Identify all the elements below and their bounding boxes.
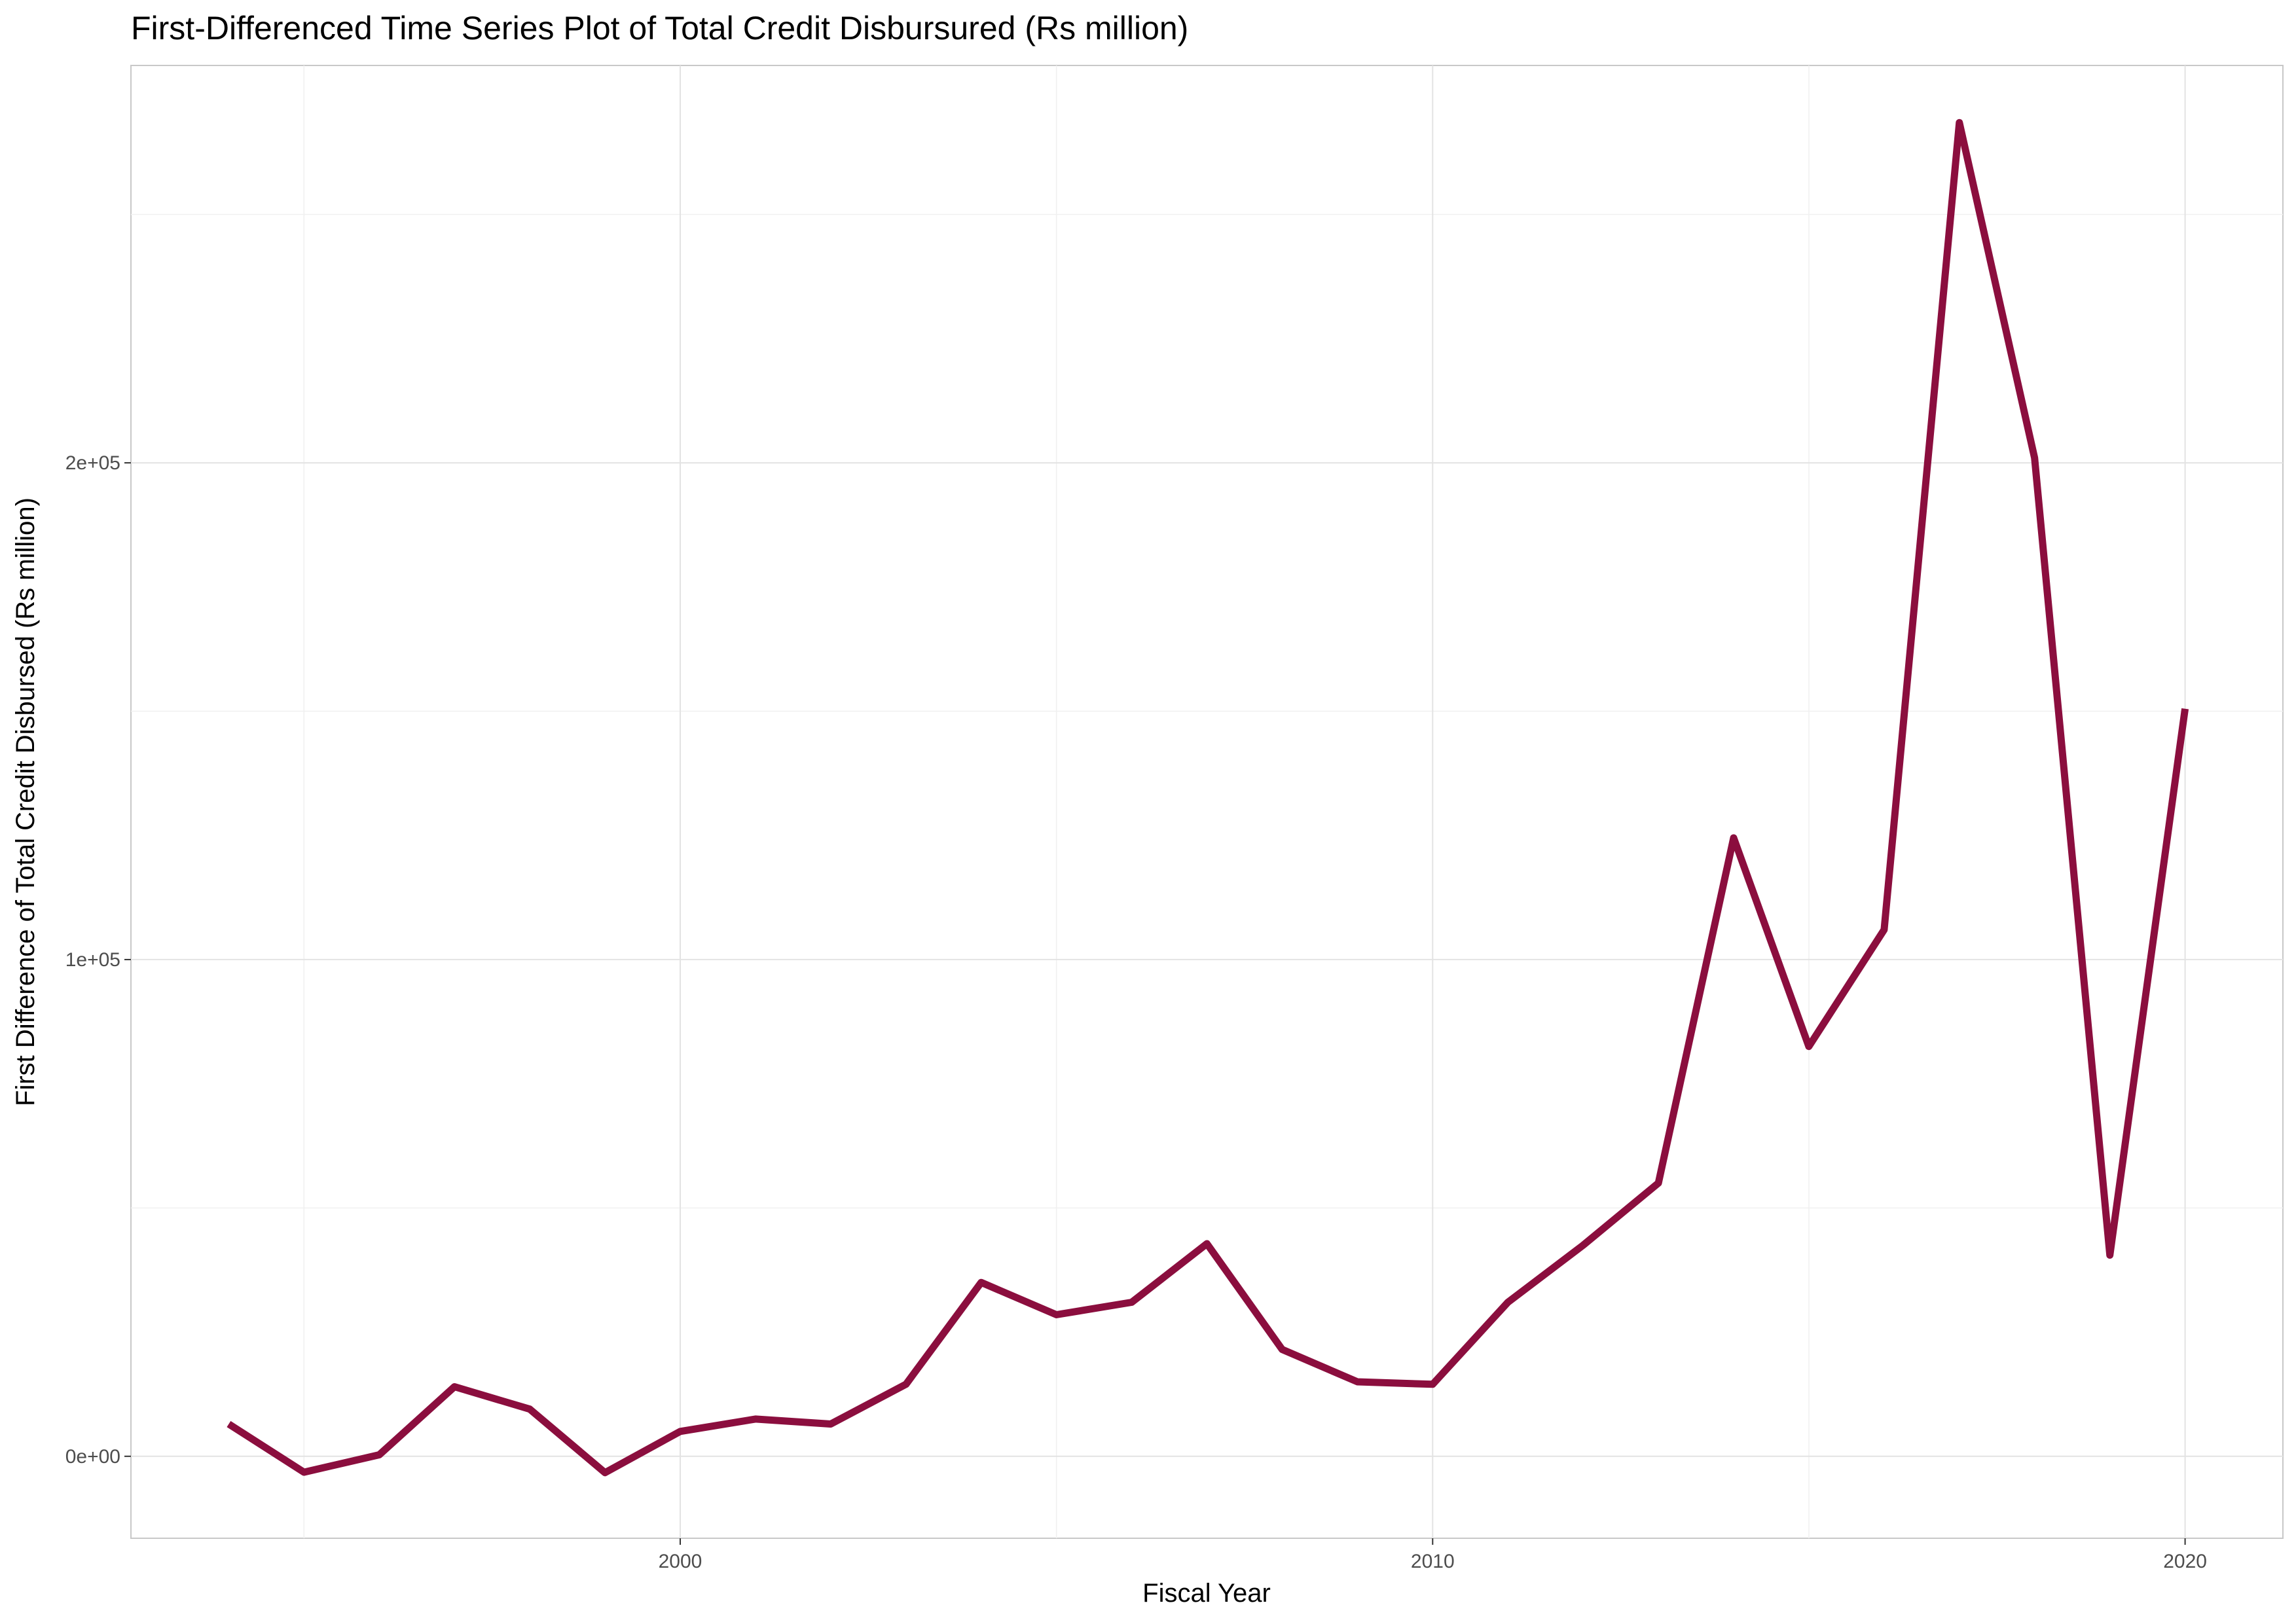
y-axis-ticks: 0e+00 1e+05 2e+05	[65, 452, 131, 1468]
grid-minor	[131, 65, 2283, 1538]
x-tick-label: 2010	[1411, 1551, 1455, 1572]
x-axis-title: Fiscal Year	[1142, 1579, 1271, 1608]
series-line	[227, 118, 2189, 1477]
plot-panel	[130, 65, 2284, 1539]
y-tick-label: 0e+00	[65, 1446, 120, 1468]
y-axis-title: First Difference of Total Credit Disburs…	[11, 497, 40, 1106]
series-group	[227, 118, 2189, 1477]
x-tick-label: 2020	[2163, 1551, 2207, 1572]
y-tick-label: 2e+05	[65, 452, 120, 474]
chart-title: First-Differenced Time Series Plot of To…	[131, 10, 1189, 46]
x-axis-ticks: 2000 2010 2020	[659, 1538, 2207, 1572]
y-tick-label: 1e+05	[65, 949, 120, 971]
x-tick-label: 2000	[659, 1551, 702, 1572]
